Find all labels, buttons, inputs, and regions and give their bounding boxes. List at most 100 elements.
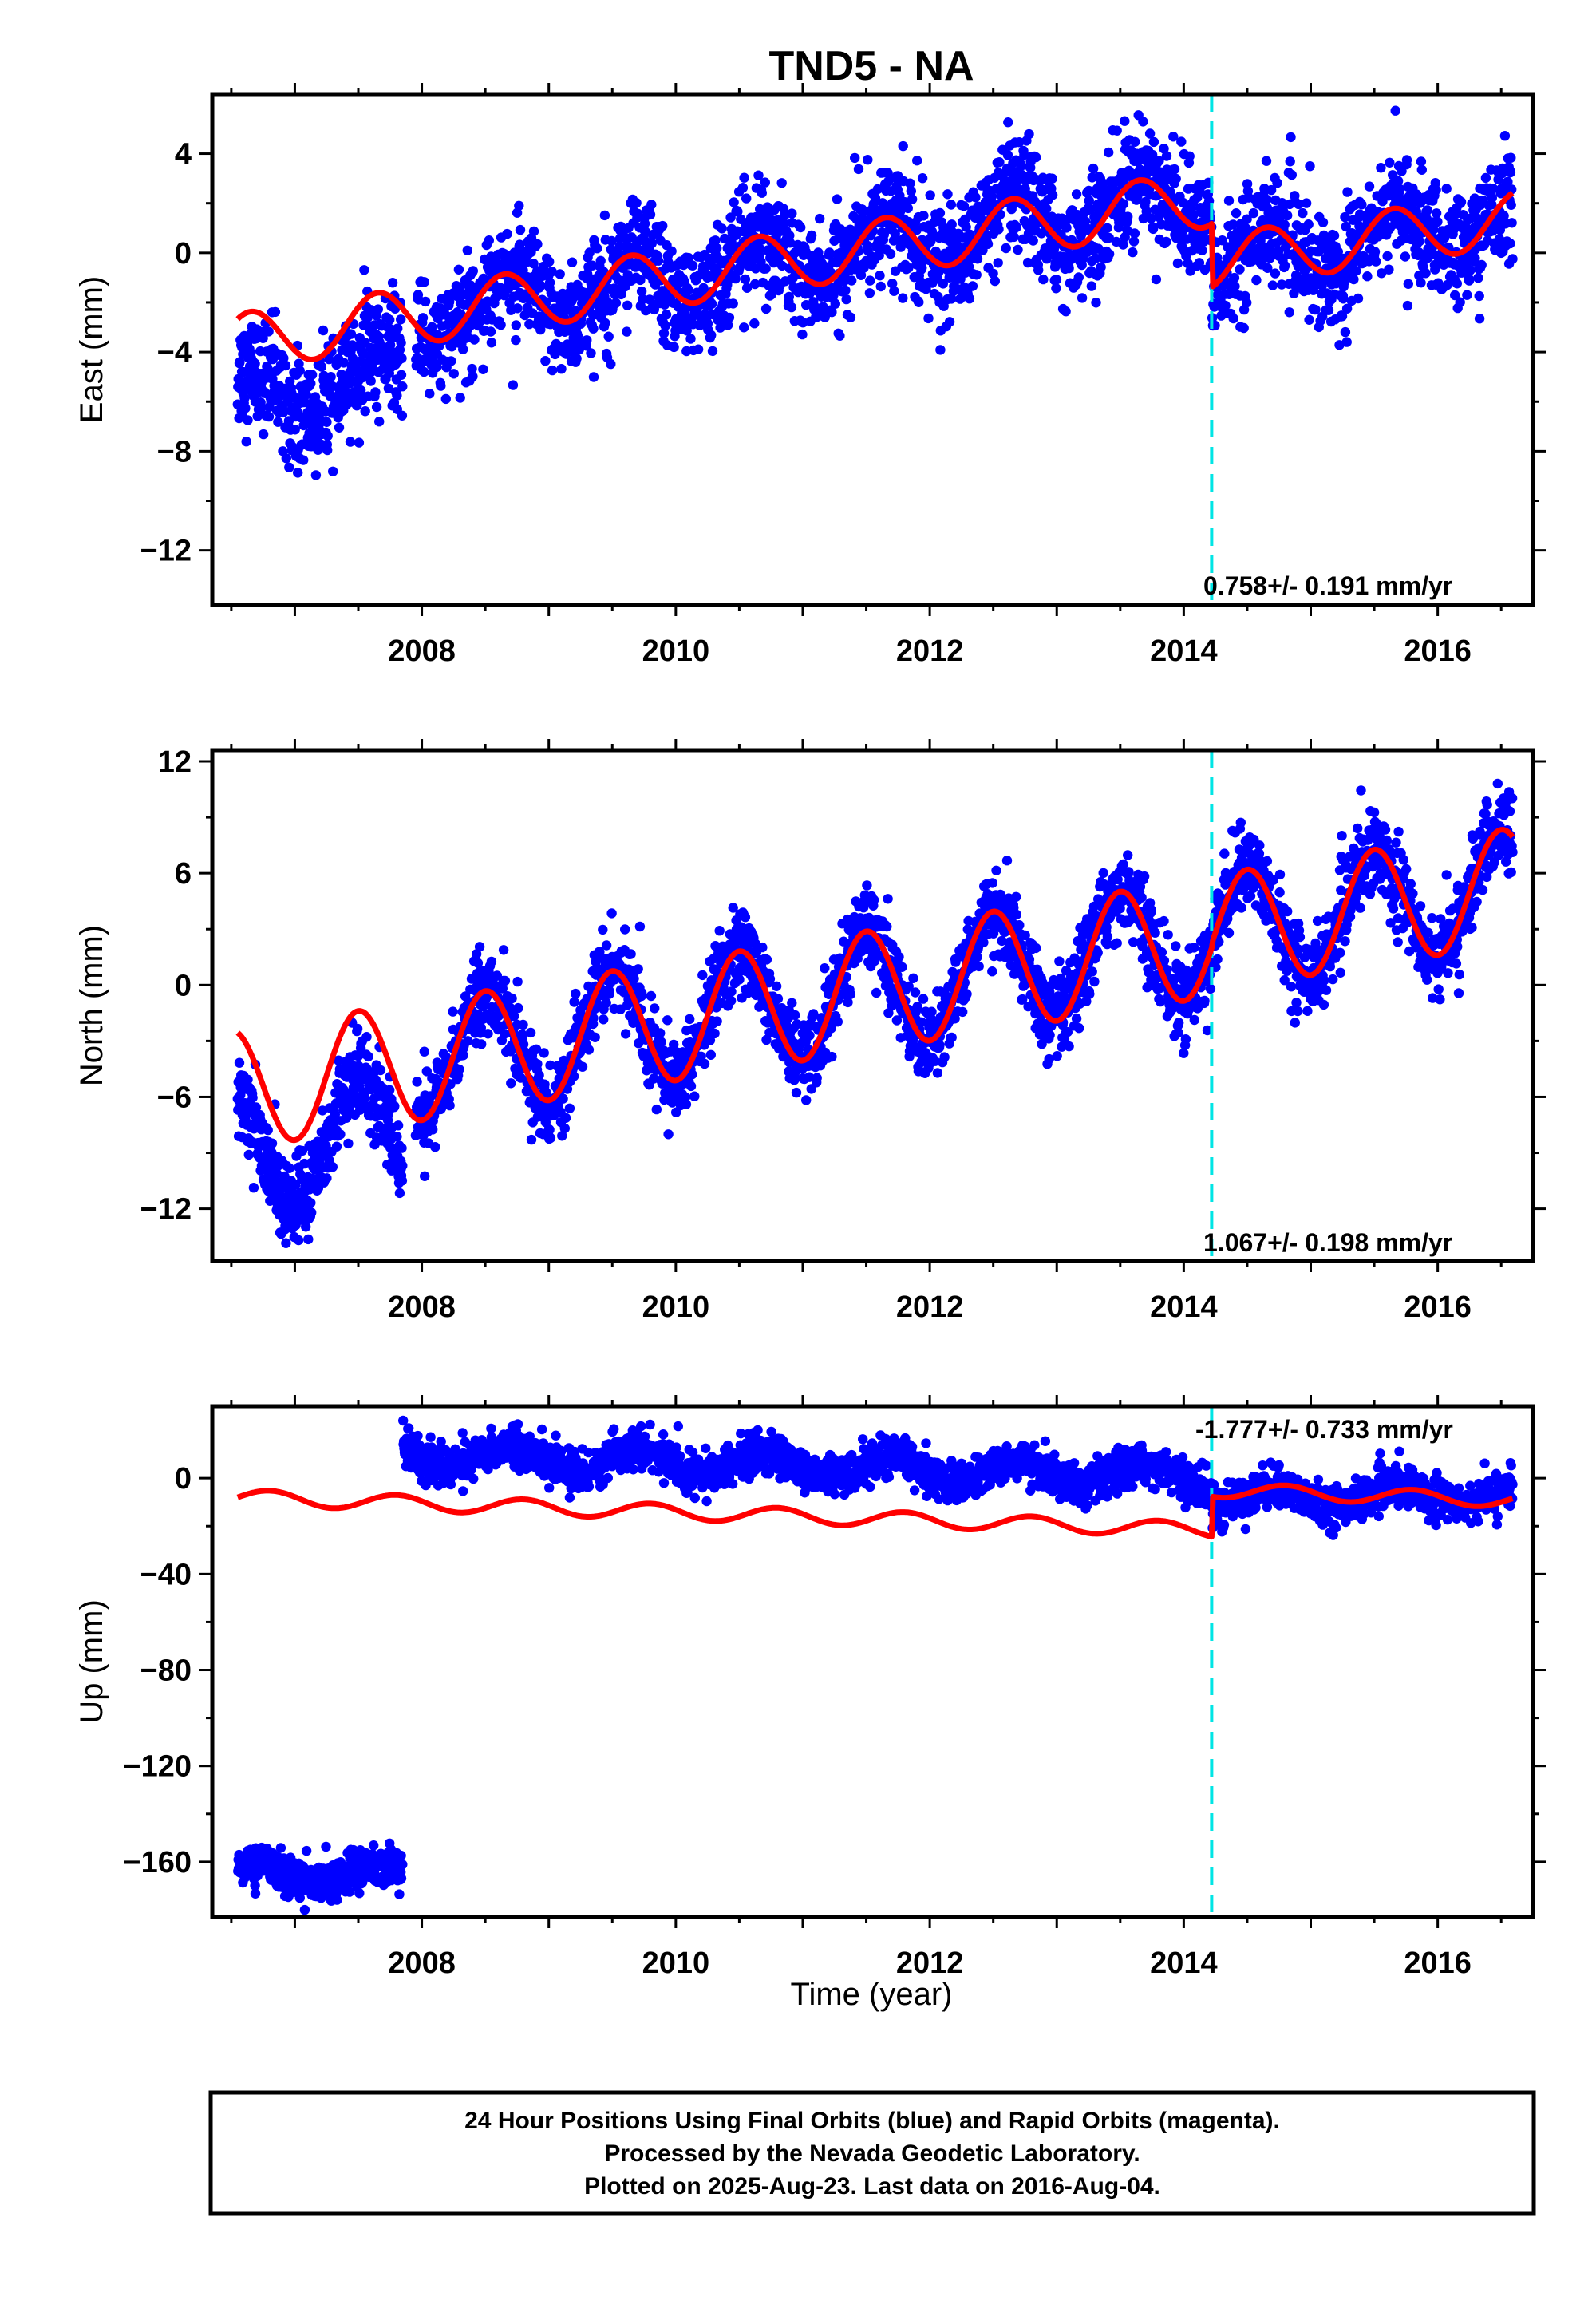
data-point (990, 275, 1001, 287)
data-point (645, 209, 656, 220)
data-point (786, 302, 797, 313)
data-point (1286, 132, 1296, 143)
data-point (683, 285, 693, 295)
data-point (595, 255, 606, 266)
data-point (468, 266, 478, 276)
data-point (1228, 219, 1238, 230)
data-point (569, 997, 579, 1007)
data-point (739, 322, 749, 333)
data-point (385, 314, 395, 325)
data-point (1061, 306, 1071, 317)
data-point (917, 263, 927, 273)
data-point (890, 228, 900, 239)
data-point (396, 314, 406, 325)
data-point (706, 298, 717, 309)
data-point (513, 1002, 523, 1014)
data-point (1223, 196, 1235, 206)
data-point (397, 1143, 407, 1153)
data-point (908, 973, 918, 984)
data-point (934, 207, 946, 219)
data-point (235, 1089, 246, 1101)
data-point (631, 198, 642, 208)
data-point (322, 417, 332, 427)
data-point (932, 1068, 943, 1078)
data-point (1171, 173, 1181, 184)
data-point (841, 294, 851, 305)
data-point (1061, 223, 1072, 233)
data-point (872, 184, 883, 195)
data-point (710, 235, 721, 246)
data-point (1235, 264, 1245, 275)
data-point (421, 1066, 432, 1077)
data-point (923, 313, 934, 324)
data-point (456, 290, 467, 301)
data-point (354, 437, 365, 448)
data-point (1019, 149, 1029, 160)
data-point (335, 1129, 346, 1140)
data-point (1480, 172, 1491, 184)
data-point (1114, 217, 1124, 228)
data-point (592, 243, 602, 254)
data-point (1432, 216, 1443, 227)
data-point (1248, 207, 1259, 219)
data-point (478, 364, 488, 374)
data-point (1003, 117, 1013, 128)
data-point (1176, 136, 1187, 147)
data-point (620, 924, 630, 935)
data-point (1487, 184, 1499, 194)
data-point (1473, 273, 1483, 283)
data-point (1505, 238, 1515, 249)
data-point (327, 1162, 338, 1172)
data-point (972, 254, 983, 264)
data-point (463, 1036, 473, 1046)
y-tick-label: 0 (175, 237, 192, 271)
data-point (730, 273, 741, 284)
data-point (1340, 326, 1351, 338)
data-point (877, 198, 888, 208)
data-point (393, 323, 403, 334)
data-point (338, 358, 349, 368)
data-point (753, 170, 764, 180)
data-point (371, 401, 382, 413)
data-point (749, 318, 760, 329)
data-point (862, 880, 872, 891)
data-point (634, 921, 646, 932)
data-point (827, 306, 837, 318)
data-point (1487, 192, 1498, 203)
data-point (1503, 176, 1513, 187)
data-point (1091, 298, 1101, 308)
data-point (1349, 274, 1359, 285)
data-point (1130, 136, 1140, 147)
data-point (360, 406, 370, 417)
data-point (1282, 210, 1293, 221)
data-point (914, 297, 924, 307)
data-point (832, 1017, 843, 1027)
data-point (970, 192, 981, 203)
data-point (760, 263, 771, 274)
data-point (567, 257, 578, 267)
data-point (598, 924, 608, 935)
data-point (392, 390, 402, 401)
data-point (427, 322, 437, 332)
data-point (1357, 200, 1367, 210)
data-point (550, 349, 560, 360)
data-point (569, 291, 579, 302)
data-point (1144, 128, 1156, 139)
data-point (518, 1019, 528, 1030)
data-point (235, 357, 245, 367)
data-point (606, 235, 617, 247)
data-point (555, 269, 565, 279)
data-point (281, 453, 291, 464)
data-point (722, 320, 733, 330)
east-rate-label: 0.758+/- 0.191 mm/yr (1203, 571, 1452, 600)
data-point (1262, 263, 1273, 273)
data-point (1168, 132, 1179, 142)
data-point (1251, 275, 1262, 286)
data-point (598, 1014, 609, 1025)
chart-title: TND5 - NA (768, 43, 974, 89)
data-point (374, 417, 385, 427)
data-point (1151, 274, 1162, 285)
data-point (903, 263, 914, 273)
